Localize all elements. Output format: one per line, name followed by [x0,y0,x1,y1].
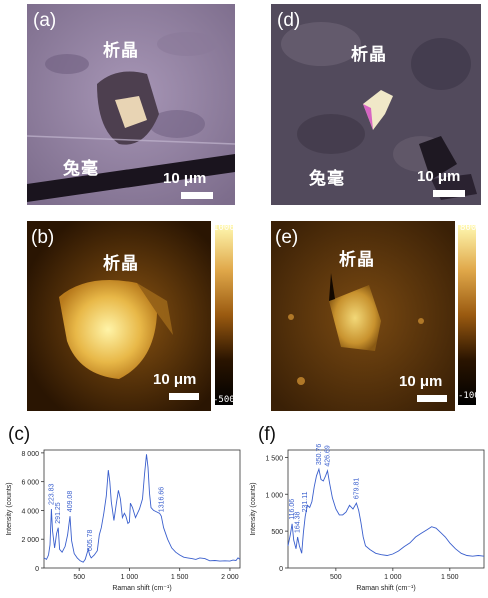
raman-chart-c: 0 2 000 4 000 6 000 8 000 500 1 000 1 500 2 000 R… [6,449,241,592]
panel-b-heightmap: (b) 析晶 10 μm [27,221,211,411]
x-tick-label: 2 000 [221,574,239,581]
scale-bar-d [433,190,465,197]
peak-label: 291.25 [55,502,62,524]
panel-a-image [27,4,235,205]
panel-label-b: (b) [31,227,55,248]
crystal-label-e: 析晶 [339,250,375,270]
crystal-label-a: 析晶 [103,41,139,61]
crystal-height-region [59,280,157,379]
peak-label: 231.11 [302,491,309,512]
colorbar-b-max: 1000 [213,223,235,233]
scale-bar-a [181,192,213,199]
x-tick-label: 1 000 [121,574,139,581]
hair-streak [27,154,235,202]
x-tick-label: 1 000 [384,574,402,581]
y-tick-label: 1 500 [265,455,283,462]
y-tick-label: 1 000 [265,492,283,499]
x-tick-label: 1 500 [441,574,459,581]
panel-label-c: (c) [8,424,31,445]
scale-label-e: 10 μm [399,373,443,390]
peak-label: 426.69 [325,445,332,467]
panel-e-heightmap: (e) 析晶 10 μm [271,221,455,411]
y-tick-label: 6 000 [21,480,39,487]
plot-frame [287,449,485,569]
x-tick-label: 500 [73,574,85,581]
hair-label-d: 兔毫 [309,169,345,189]
x-tick-label: 500 [330,574,342,581]
spectrum-line [43,454,241,563]
peak-label: 116.06 [289,499,296,520]
raman-chart-f: 0 500 1 000 1 500 500 1 000 1 500 Raman shift (… [250,444,485,592]
panel-label-f: (f) [258,424,276,445]
x-tick-label: 1 500 [171,574,189,581]
y-tick-label: 2 000 [21,537,39,544]
x-axis-label: Raman shift (cm⁻¹) [112,585,171,592]
scale-label-d: 10 μm [417,168,461,185]
panel-label-a: (a) [33,10,57,31]
panel-label-d: (d) [277,10,301,31]
crystal-height-region [329,285,381,351]
panel-d-micrograph: (d) 析晶 兔毫 10 μm [271,4,481,205]
scale-bar-b [169,393,199,400]
crystal-label-b: 析晶 [103,254,139,274]
colorbar-e-min: -100 [458,391,480,401]
crystal-highlight [115,96,147,128]
crystal-label-d: 析晶 [351,45,387,65]
y-tick-label: 0 [35,566,39,573]
colorbar-b-min: -500 [213,395,235,405]
panel-label-e: (e) [275,227,299,248]
x-axis-label: Raman shift (cm⁻¹) [356,585,415,592]
y-tick-label: 500 [271,529,283,536]
colorbar-e [458,225,476,405]
panel-d-image [271,4,481,205]
y-axis-label: Intensity (counts) [250,482,257,535]
panel-a-micrograph: (a) 析晶 兔毫 10 μm [27,4,235,205]
peak-label: 409.08 [67,491,74,513]
peak-label: 679.81 [353,478,360,500]
colorbar-e-max: 800 [460,223,477,233]
scale-label-b: 10 μm [153,371,197,388]
peak-label: 223.83 [48,483,55,505]
panel-b-image [27,221,211,411]
hair-streak [419,136,457,180]
peak-label: 164.38 [295,512,302,534]
scale-label-a: 10 μm [163,170,207,187]
y-tick-label: 8 000 [21,451,39,458]
scale-bar-e [417,395,447,402]
colorbar-b [215,225,233,405]
plot-frame [43,449,241,569]
y-axis-label: Intensity (counts) [6,482,13,535]
y-tick-label: 4 000 [21,508,39,515]
peak-label: 1316.66 [158,487,165,512]
hair-label-a: 兔毫 [63,159,99,179]
peak-label: 605.78 [87,530,94,552]
spectrum-line [287,467,485,557]
panel-e-image [271,221,455,411]
y-tick-label: 0 [279,566,283,573]
peak-label: 350.76 [316,444,323,466]
